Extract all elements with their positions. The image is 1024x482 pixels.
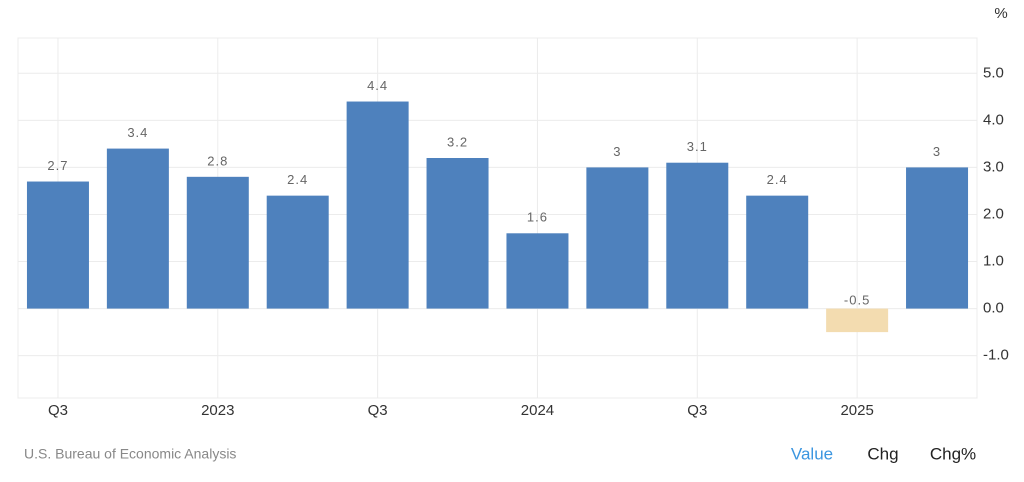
- x-tick-label: 2023: [201, 402, 234, 419]
- x-tick-label: 2025: [840, 402, 873, 419]
- y-tick-label: 4.0: [983, 111, 1004, 128]
- bar: [106, 148, 169, 309]
- value-label: 3.4: [127, 125, 148, 140]
- x-tick-label: 2024: [521, 402, 554, 419]
- bar: [906, 167, 969, 309]
- bar: [586, 167, 649, 309]
- x-tick-label: Q3: [687, 402, 707, 419]
- x-tick-label: Q3: [48, 402, 68, 419]
- y-tick-label: 5.0: [983, 64, 1004, 81]
- bar: [506, 233, 569, 309]
- plot-frame: [17, 37, 978, 399]
- value-label: 2.8: [207, 153, 228, 168]
- bar: [826, 308, 889, 333]
- value-label: 2.4: [287, 172, 308, 187]
- bar: [26, 181, 89, 309]
- y-tick-label: -1.0: [983, 347, 1009, 364]
- source: U.S. Bureau of Economic Analysis: [24, 446, 236, 462]
- view-toggle[interactable]: Chg%: [930, 444, 976, 463]
- value-label: 3.2: [447, 134, 468, 149]
- y-tick-label: 2.0: [983, 205, 1004, 222]
- y-tick-label: 1.0: [983, 252, 1004, 269]
- bar: [426, 158, 489, 309]
- x-tick-label: Q3: [368, 402, 388, 419]
- value-label: 1.6: [527, 210, 548, 225]
- value-label: 3: [613, 144, 621, 159]
- bar: [186, 176, 249, 309]
- bar: [346, 101, 409, 309]
- view-toggle[interactable]: Value: [791, 444, 833, 463]
- view-toggle[interactable]: Chg: [867, 444, 898, 463]
- bar: [266, 195, 329, 309]
- y-unit: %: [994, 5, 1007, 22]
- value-label: 3.1: [687, 139, 708, 154]
- y-tick-label: 3.0: [983, 158, 1004, 175]
- bar: [746, 195, 809, 309]
- value-label: 2.7: [47, 158, 68, 173]
- y-tick-label: 0.0: [983, 300, 1004, 317]
- bar: [666, 162, 729, 309]
- value-label: 2.4: [767, 172, 788, 187]
- value-label: -0.5: [844, 292, 870, 307]
- value-label: 4.4: [367, 78, 388, 93]
- value-label: 3: [933, 144, 941, 159]
